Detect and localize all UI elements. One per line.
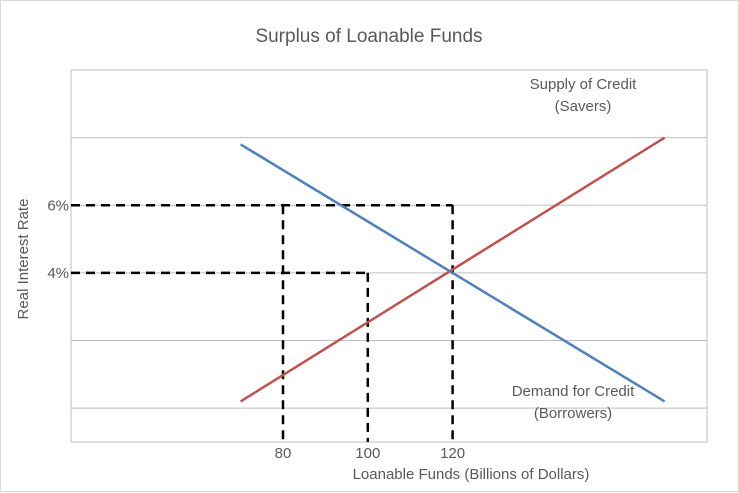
y-axis-label: Real Interest Rate: [15, 199, 32, 320]
supply-curve: [239, 136, 666, 403]
x-axis-label: Loanable Funds (Billions of Dollars): [353, 466, 590, 483]
supply-label-line-2: (Savers): [555, 98, 612, 115]
x-tick-label-100: 100: [355, 445, 380, 462]
plot-area: 6% 4% 80 100 120 Supply of Credit (Savers) Dema…: [47, 69, 708, 462]
plot-border: [70, 69, 708, 443]
demand-label-line-2: (Borrowers): [534, 405, 612, 422]
demand-label-line-1: Demand for Credit: [512, 383, 635, 400]
supply-label-line-1: Supply of Credit: [530, 76, 638, 93]
x-tick-label-80: 80: [275, 445, 292, 462]
chart-title: Surplus of Loanable Funds: [255, 26, 482, 47]
ref-label-6pct: 6%: [47, 197, 69, 214]
demand-curve: [239, 143, 666, 403]
ref-label-4pct: 4%: [47, 265, 69, 282]
x-tick-label-120: 120: [440, 445, 465, 462]
